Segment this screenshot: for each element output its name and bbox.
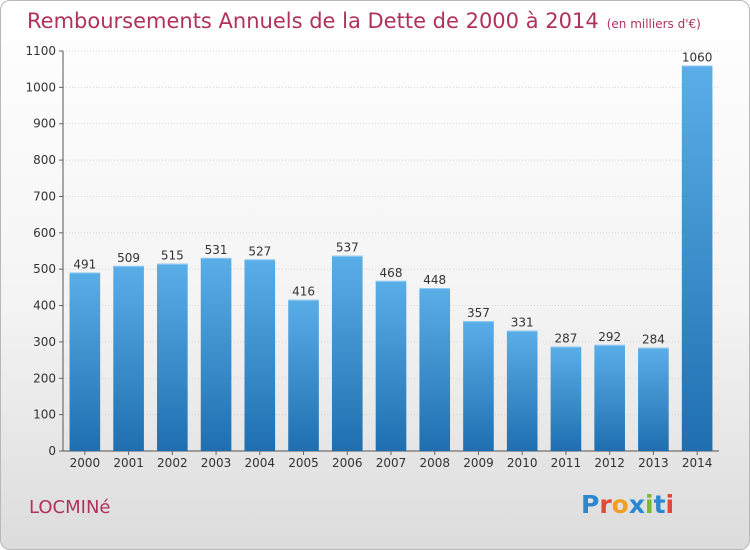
x-tick-label: 2001 bbox=[113, 456, 144, 470]
y-tick-label: 100 bbox=[33, 408, 56, 422]
title-unit: (en milliers d'€) bbox=[606, 17, 701, 31]
bar-2012 bbox=[594, 344, 625, 451]
data-label: 531 bbox=[205, 243, 228, 257]
x-tick-label: 2012 bbox=[594, 456, 625, 470]
bar-2010 bbox=[506, 330, 538, 451]
logo-letter: t bbox=[653, 490, 666, 519]
data-label: 284 bbox=[642, 333, 665, 347]
logo-letter: P bbox=[581, 490, 600, 519]
y-tick-label: 1000 bbox=[25, 80, 56, 94]
x-tick-label: 2014 bbox=[682, 456, 713, 470]
y-tick-label: 0 bbox=[48, 444, 56, 458]
x-tick-label: 2009 bbox=[463, 456, 494, 470]
x-tick-label: 2005 bbox=[288, 456, 319, 470]
data-label: 416 bbox=[292, 285, 315, 299]
data-label: 292 bbox=[598, 330, 621, 344]
x-tick-label: 2003 bbox=[201, 456, 232, 470]
data-label: 357 bbox=[467, 306, 490, 320]
bar-2000 bbox=[69, 272, 101, 451]
chart-title: Remboursements Annuels de la Dette de 20… bbox=[27, 9, 701, 33]
bar-2014 bbox=[681, 65, 713, 451]
x-tick-label: 2007 bbox=[376, 456, 407, 470]
bar-2004 bbox=[244, 259, 276, 451]
place-name: LOCMINé bbox=[29, 497, 111, 518]
y-tick-label: 900 bbox=[33, 117, 56, 131]
y-tick-label: 200 bbox=[33, 371, 56, 385]
bar-2011 bbox=[550, 346, 582, 451]
data-label: 491 bbox=[73, 257, 96, 271]
data-label: 331 bbox=[511, 316, 534, 330]
data-label: 515 bbox=[161, 249, 184, 263]
bar-2009 bbox=[463, 321, 494, 451]
x-tick-label: 2010 bbox=[507, 456, 538, 470]
proxiti-logo: Proxiti bbox=[581, 490, 674, 519]
logo-letter: r bbox=[599, 490, 612, 519]
bar-2006 bbox=[331, 255, 363, 451]
x-tick-label: 2011 bbox=[551, 456, 582, 470]
data-label: 287 bbox=[554, 332, 577, 346]
x-tick-label: 2004 bbox=[245, 456, 276, 470]
logo-letter: i bbox=[645, 490, 654, 519]
x-tick-label: 2006 bbox=[332, 456, 363, 470]
bar-2013 bbox=[638, 347, 669, 451]
logo-letter: i bbox=[665, 490, 675, 519]
y-tick-label: 300 bbox=[33, 335, 56, 349]
data-label: 537 bbox=[336, 241, 359, 255]
data-label: 527 bbox=[248, 244, 271, 258]
y-tick-label: 400 bbox=[33, 299, 56, 313]
y-tick-label: 700 bbox=[33, 189, 56, 203]
bar-2002 bbox=[157, 263, 188, 451]
title-text: Remboursements Annuels de la Dette de 20… bbox=[27, 9, 599, 33]
bar-2008 bbox=[419, 288, 451, 451]
bar-2005 bbox=[288, 299, 319, 451]
y-tick-label: 800 bbox=[33, 153, 56, 167]
data-label: 1060 bbox=[682, 51, 713, 65]
bar-2001 bbox=[113, 265, 144, 451]
y-tick-label: 500 bbox=[33, 262, 56, 276]
x-tick-label: 2013 bbox=[638, 456, 669, 470]
x-tick-label: 2002 bbox=[157, 456, 188, 470]
data-label: 448 bbox=[423, 273, 446, 287]
data-label: 468 bbox=[380, 266, 403, 280]
data-label: 509 bbox=[117, 251, 140, 265]
bar-2003 bbox=[200, 257, 232, 451]
y-tick-label: 600 bbox=[33, 226, 56, 240]
x-tick-label: 2000 bbox=[70, 456, 101, 470]
y-tick-label: 1100 bbox=[25, 44, 56, 58]
bar-2007 bbox=[375, 280, 407, 451]
logo-letter: o bbox=[611, 490, 629, 519]
logo-letter: x bbox=[628, 490, 645, 519]
x-tick-label: 2008 bbox=[419, 456, 450, 470]
